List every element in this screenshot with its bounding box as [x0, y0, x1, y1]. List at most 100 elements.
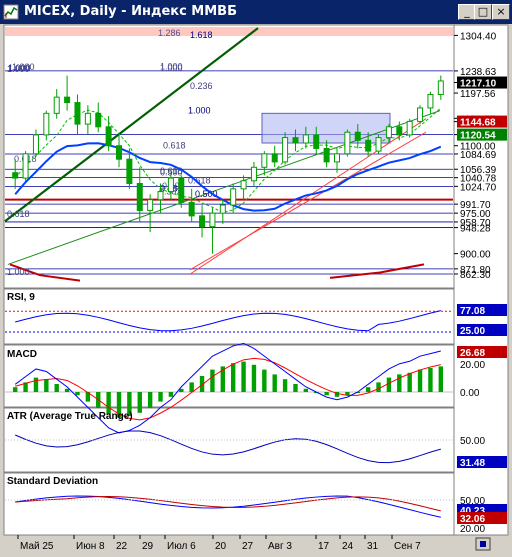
macd-bar — [210, 369, 215, 392]
atr-line — [14, 430, 441, 464]
price-tick-label: 1238.63 — [460, 67, 497, 78]
candle — [250, 166, 257, 182]
chart-area[interactable]: 1.0001.0000.2361.0000.6180.5000.3820.618… — [0, 24, 512, 557]
candle — [147, 199, 154, 211]
x-axis-label: Май 25 — [20, 541, 54, 552]
macd-bar — [147, 392, 153, 408]
macd-bar — [386, 377, 392, 392]
candle — [199, 215, 206, 228]
atr-title: ATR (Average True Range) — [7, 411, 133, 422]
candle — [219, 204, 226, 214]
candle — [84, 112, 91, 125]
x-axis-label: 20 — [215, 541, 227, 552]
indicator-tick-label: 50.00 — [460, 496, 485, 507]
macd-bar — [33, 377, 39, 392]
x-axis-label: Июл 6 — [167, 541, 196, 552]
candle — [157, 191, 164, 201]
macd-bar — [44, 379, 49, 392]
price-tick-label: 1197.56 — [460, 89, 496, 100]
x-axis-label: 22 — [116, 541, 128, 552]
fib-label: 1.000 — [160, 63, 183, 73]
macd-bar — [345, 392, 350, 396]
indicator-tick-label: 20.00 — [460, 524, 485, 535]
candle — [209, 212, 216, 228]
candle — [95, 112, 102, 128]
candle — [136, 182, 143, 211]
macd-bar — [428, 368, 433, 392]
rsi-title: RSI, 9 — [7, 292, 35, 303]
close-button[interactable]: × — [492, 4, 510, 20]
candle — [385, 126, 392, 139]
candle — [178, 177, 185, 203]
fib-label: 1.618 — [190, 30, 213, 40]
indicator-tick-label: 77.08 — [460, 306, 485, 317]
stddev-signal-line — [15, 496, 441, 512]
fib-label: 0.618 — [188, 175, 211, 185]
candle — [282, 137, 289, 163]
macd-bar — [75, 392, 80, 396]
maximize-button[interactable]: □ — [474, 4, 492, 20]
price-tick-label: 1304.40 — [460, 31, 497, 42]
candle — [53, 96, 60, 114]
price-tick-label: 900.00 — [460, 250, 491, 261]
indicator-tag — [457, 304, 507, 316]
macd-bar — [23, 382, 28, 392]
macd-bar — [251, 364, 257, 392]
slow-moving-average — [14, 142, 442, 212]
candle — [406, 120, 413, 136]
macd-bar — [158, 392, 163, 402]
candle — [354, 131, 361, 141]
price-tag — [457, 115, 507, 128]
macd-bar — [106, 392, 111, 415]
price-tick-label: 991.70 — [460, 200, 491, 211]
macd-bar — [241, 361, 246, 392]
price-panel — [3, 24, 455, 289]
macd-bar — [272, 374, 277, 392]
fib-label: 0.618 — [7, 209, 30, 219]
candle — [323, 147, 330, 163]
indicator-tag — [457, 456, 507, 468]
candle — [427, 93, 434, 109]
candle — [43, 112, 50, 136]
price-tick-label: 958.70 — [460, 218, 491, 229]
macd-panel — [3, 344, 455, 408]
channel-line-lower — [189, 131, 427, 271]
macd-bar — [64, 388, 70, 392]
x-axis-label: Июн 8 — [76, 541, 105, 552]
fib-label: 0.500 — [160, 167, 183, 177]
price-tag — [457, 128, 507, 141]
rsi-panel — [3, 288, 455, 345]
fib-label: 0.618 — [163, 140, 186, 150]
macd-bar — [417, 369, 423, 392]
macd-bar — [137, 392, 142, 413]
macd-bar — [116, 392, 122, 418]
macd-bar — [334, 392, 340, 397]
candle — [64, 96, 71, 104]
macd-bar — [12, 387, 18, 392]
indicator-tag — [457, 346, 507, 358]
price-tick-label: 975.00 — [460, 209, 491, 220]
macd-bar — [199, 376, 205, 392]
rsi-line — [15, 310, 441, 332]
title-bar: MICEX, Daily - Индекс ММВБ _ □ × — [0, 0, 512, 24]
fib-zone-box — [261, 112, 391, 144]
fib-label: 1.000 — [8, 63, 31, 73]
x-axis-label: 17 — [318, 541, 330, 552]
x-axis-label: Сен 7 — [394, 541, 421, 552]
price-tag-label: 1120.54 — [460, 131, 496, 142]
macd-bar — [262, 369, 267, 392]
channel-line-upper — [189, 118, 427, 275]
x-axis-label: 27 — [242, 541, 254, 552]
fib-label: 0.618 — [160, 166, 183, 176]
indicator-tag — [457, 324, 507, 336]
fib-label: 1.000 — [160, 62, 183, 72]
macd-bar — [282, 379, 288, 392]
candle — [271, 153, 278, 163]
macd-bar — [85, 392, 91, 402]
support-curve — [329, 263, 425, 279]
macd-bar — [438, 366, 444, 392]
price-tick-label: 1024.70 — [460, 182, 497, 193]
indicator-tick-label: 25.00 — [460, 326, 485, 337]
stddev-title: Standard Deviation — [7, 476, 98, 487]
macd-bar — [168, 392, 174, 397]
